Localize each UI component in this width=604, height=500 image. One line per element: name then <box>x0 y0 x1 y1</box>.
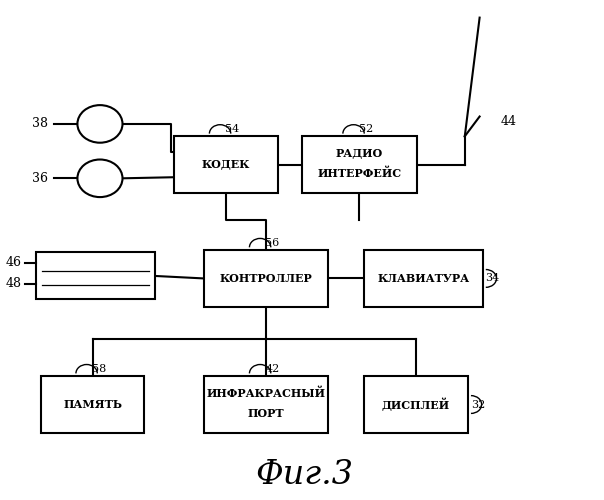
Text: ИНТЕРФЕЙС: ИНТЕРФЕЙС <box>318 168 402 179</box>
Text: 38: 38 <box>32 118 48 130</box>
Text: ИНФРАКРАСНЫЙ: ИНФРАКРАСНЫЙ <box>207 388 326 400</box>
Text: РАДИО: РАДИО <box>336 148 383 160</box>
Bar <box>174 136 278 193</box>
Text: 44: 44 <box>500 115 516 128</box>
Text: 58: 58 <box>92 364 106 374</box>
Bar <box>204 250 329 307</box>
Text: КОНТРОЛЛЕР: КОНТРОЛЛЕР <box>220 273 312 284</box>
Text: 32: 32 <box>471 400 485 409</box>
Text: КЛАВИАТУРА: КЛАВИАТУРА <box>377 273 469 284</box>
Text: ПОРТ: ПОРТ <box>248 408 284 419</box>
Circle shape <box>77 160 123 197</box>
Bar <box>364 250 483 307</box>
Text: 46: 46 <box>5 256 22 270</box>
Bar <box>364 376 467 433</box>
Text: 52: 52 <box>359 124 373 134</box>
Bar <box>40 376 144 433</box>
Text: КОДЕК: КОДЕК <box>202 159 250 170</box>
Text: 56: 56 <box>266 238 280 248</box>
Text: ДИСПЛЕЙ: ДИСПЛЕЙ <box>382 398 450 411</box>
Text: ПАМЯТЬ: ПАМЯТЬ <box>63 399 122 410</box>
Bar <box>204 376 329 433</box>
Text: 48: 48 <box>5 278 22 290</box>
Bar <box>301 136 417 193</box>
Bar <box>36 252 155 300</box>
Text: 36: 36 <box>32 172 48 185</box>
Text: 42: 42 <box>266 364 280 374</box>
Text: 54: 54 <box>225 124 240 134</box>
Text: 34: 34 <box>486 274 500 283</box>
Text: Фиг.3: Фиг.3 <box>255 459 353 491</box>
Circle shape <box>77 105 123 142</box>
